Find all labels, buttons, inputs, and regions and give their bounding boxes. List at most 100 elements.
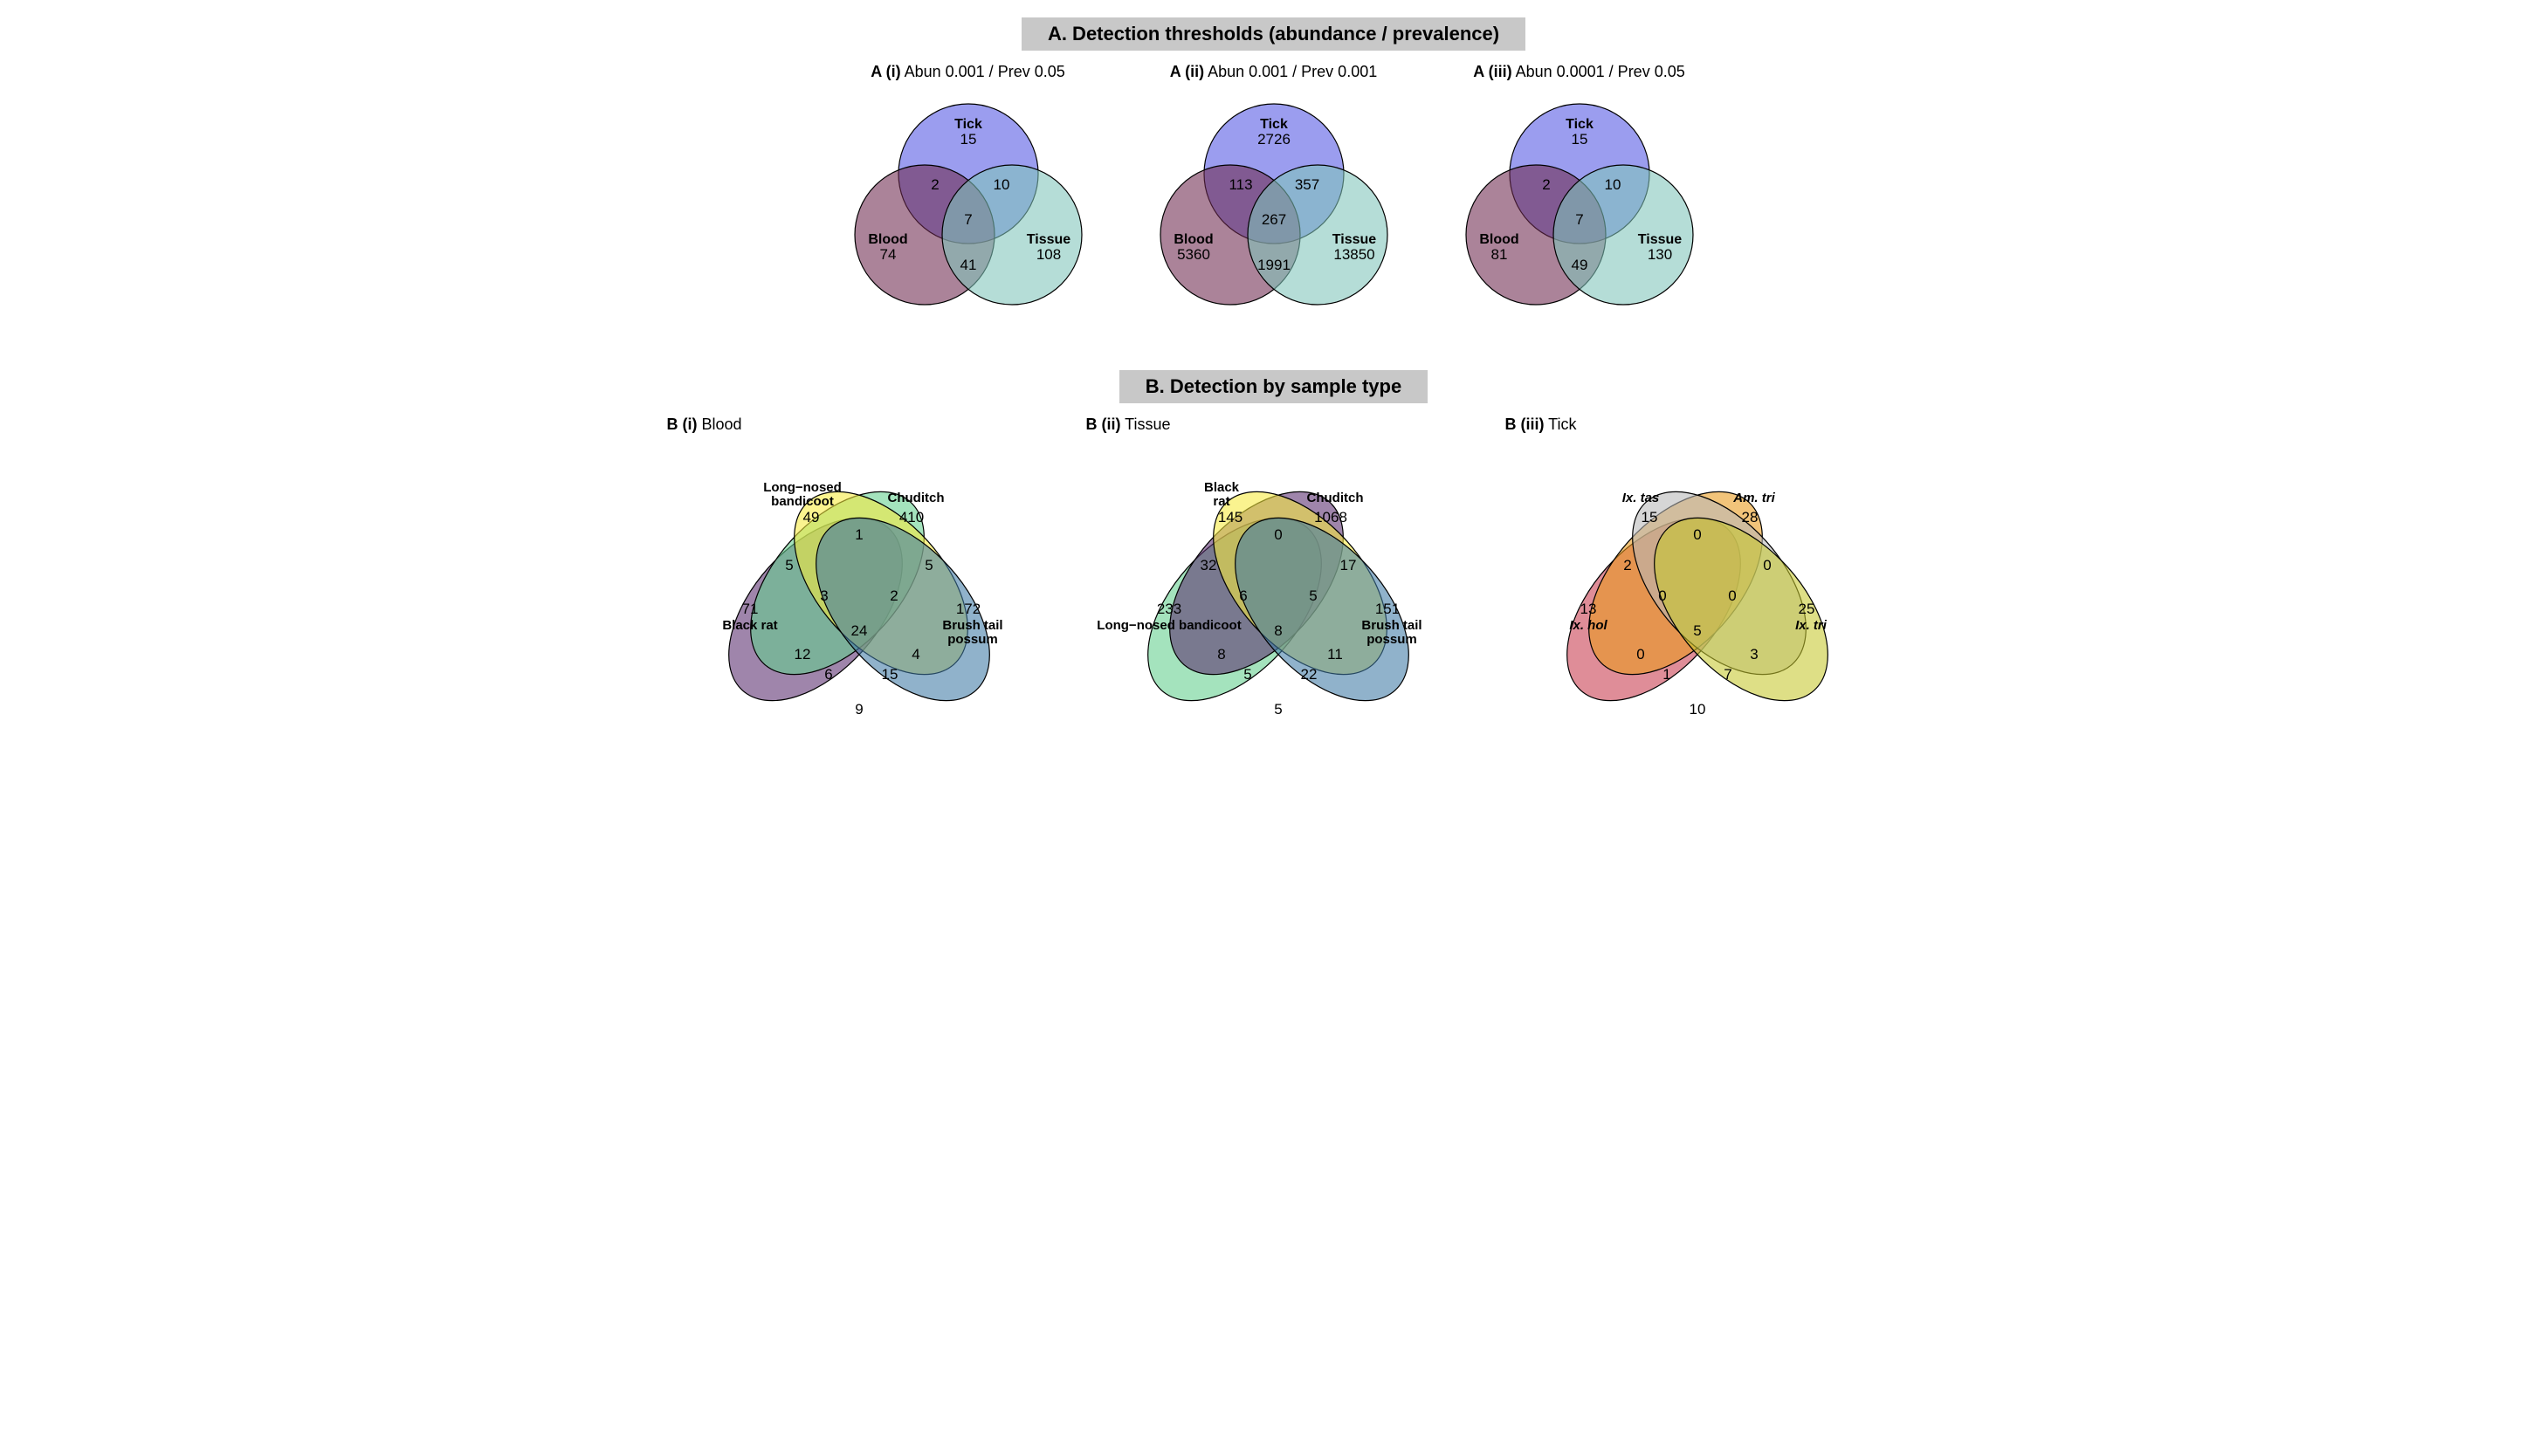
venn4-panel: B (i) Blood7149410172Black ratLong−nosed… [650,416,1060,766]
svg-text:5: 5 [1309,587,1317,604]
svg-text:267: 267 [1261,211,1285,228]
svg-text:15: 15 [881,666,898,683]
svg-text:possum: possum [1366,632,1417,647]
panel-subtitle: B (i) Blood [650,416,1060,434]
svg-text:41: 41 [960,257,976,273]
svg-text:24: 24 [850,622,867,639]
svg-text:5: 5 [785,557,793,573]
svg-text:2: 2 [890,587,898,604]
svg-text:1991: 1991 [1257,257,1291,273]
svg-text:Black rat: Black rat [722,618,777,633]
venn3-panel: A (ii) Abun 0.001 / Prev 0.001 Tick2726 Bl… [1125,63,1422,344]
svg-text:5: 5 [1243,666,1251,683]
svg-text:Chuditch: Chuditch [1306,491,1363,505]
svg-text:Ix. tri: Ix. tri [1795,618,1828,633]
svg-text:0: 0 [1763,557,1771,573]
svg-text:410: 410 [898,509,923,525]
svg-text:bandicoot: bandicoot [771,494,834,509]
svg-text:357: 357 [1294,176,1318,193]
svg-text:17: 17 [1339,557,1356,573]
svg-text:Tissue: Tissue [1332,232,1376,247]
svg-text:25: 25 [1798,601,1814,617]
section-a-title: A. Detection thresholds (abundance / pre… [1022,17,1525,51]
section-b-title: B. Detection by sample type [1119,370,1428,403]
svg-text:13: 13 [1580,601,1596,617]
svg-text:5: 5 [1274,701,1282,718]
svg-text:0: 0 [1636,646,1644,663]
svg-text:rat: rat [1213,494,1229,509]
panel-subtitle: A (i) Abun 0.001 / Prev 0.05 [820,63,1117,81]
svg-text:Am. tri: Am. tri [1732,491,1775,505]
venn3-panel: A (iii) Abun 0.0001 / Prev 0.05 Tick15 Blo… [1431,63,1728,344]
svg-text:Ix. tas: Ix. tas [1621,491,1659,505]
svg-text:0: 0 [1693,526,1701,543]
svg-text:Long−nosed bandicoot: Long−nosed bandicoot [1097,618,1241,633]
svg-text:8: 8 [1274,622,1282,639]
svg-text:130: 130 [1647,246,1671,263]
svg-text:71: 71 [741,601,758,617]
venn4-panel: B (iii) Tick13152825Ix. holIx. tasAm. tr… [1488,416,1898,766]
svg-text:1: 1 [1662,666,1670,683]
svg-text:32: 32 [1200,557,1216,573]
svg-text:Tissue: Tissue [1637,232,1682,247]
svg-text:28: 28 [1741,509,1758,525]
svg-text:7: 7 [1575,211,1583,228]
svg-text:0: 0 [1658,587,1666,604]
svg-text:Blood: Blood [1174,232,1213,247]
svg-text:Brush tail: Brush tail [942,618,1002,633]
svg-text:10: 10 [993,176,1009,193]
svg-text:81: 81 [1490,246,1507,263]
svg-text:22: 22 [1300,666,1317,683]
svg-text:2726: 2726 [1257,131,1291,148]
svg-text:151: 151 [1374,601,1399,617]
svg-text:6: 6 [1239,587,1247,604]
svg-text:8: 8 [1217,646,1225,663]
svg-text:0: 0 [1728,587,1736,604]
svg-text:2: 2 [931,176,939,193]
svg-text:5: 5 [925,557,933,573]
svg-text:10: 10 [1604,176,1621,193]
panel-subtitle: A (ii) Abun 0.001 / Prev 0.001 [1125,63,1422,81]
svg-text:possum: possum [947,632,998,647]
svg-text:Tissue: Tissue [1026,232,1070,247]
svg-text:1: 1 [855,526,863,543]
svg-text:233: 233 [1156,601,1181,617]
svg-text:Long−nosed: Long−nosed [763,480,842,495]
svg-text:Brush tail: Brush tail [1361,618,1422,633]
svg-text:7: 7 [1724,666,1731,683]
svg-text:49: 49 [1571,257,1587,273]
svg-text:145: 145 [1217,509,1242,525]
svg-text:11: 11 [1327,646,1343,663]
panel-subtitle: A (iii) Abun 0.0001 / Prev 0.05 [1431,63,1728,81]
svg-text:Black: Black [1203,480,1239,495]
svg-text:15: 15 [960,131,976,148]
svg-text:13850: 13850 [1333,246,1374,263]
svg-text:15: 15 [1641,509,1657,525]
svg-text:Tick: Tick [1260,117,1288,132]
svg-text:0: 0 [1274,526,1282,543]
svg-text:172: 172 [955,601,980,617]
svg-text:3: 3 [820,587,828,604]
svg-text:Tick: Tick [1566,117,1594,132]
svg-text:2: 2 [1542,176,1550,193]
svg-text:12: 12 [794,646,810,663]
svg-text:1068: 1068 [1314,509,1347,525]
venn4-panel: B (ii) Tissue 233 145 1068 151 Long−nosed ban… [1069,416,1479,766]
panel-subtitle: B (ii) Tissue [1069,416,1479,434]
svg-text:3: 3 [1750,646,1758,663]
panel-subtitle: B (iii) Tick [1488,416,1898,434]
svg-text:113: 113 [1229,176,1252,193]
svg-text:4: 4 [912,646,919,663]
svg-text:Tick: Tick [954,117,982,132]
svg-text:Chuditch: Chuditch [887,491,944,505]
svg-text:74: 74 [879,246,896,263]
svg-text:Blood: Blood [1479,232,1518,247]
svg-text:5360: 5360 [1177,246,1210,263]
venn3-panel: A (i) Abun 0.001 / Prev 0.05 Tick15 Blood7… [820,63,1117,344]
svg-text:49: 49 [802,509,819,525]
svg-text:15: 15 [1571,131,1587,148]
svg-text:108: 108 [1036,246,1060,263]
svg-text:5: 5 [1693,622,1701,639]
svg-text:Blood: Blood [868,232,907,247]
svg-text:9: 9 [855,701,863,718]
